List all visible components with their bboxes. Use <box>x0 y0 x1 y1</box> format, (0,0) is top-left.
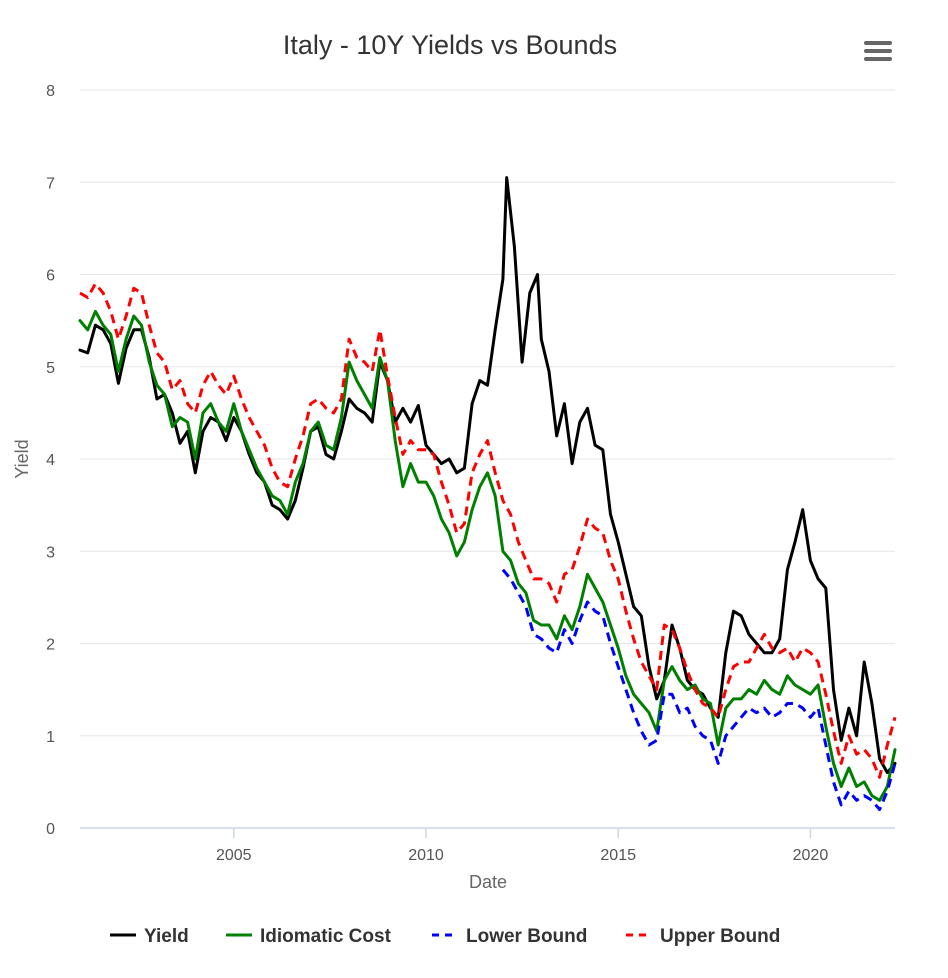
y-tick-label: 8 <box>46 83 55 100</box>
x-axis-title: Date <box>469 872 507 892</box>
legend-item-idiomatic-cost[interactable]: Idiomatic Cost <box>226 926 392 947</box>
y-tick-label: 1 <box>46 729 55 746</box>
series-lines <box>78 176 897 811</box>
y-tick-label: 7 <box>46 175 55 192</box>
series-line-idiomatic-cost[interactable] <box>78 309 897 802</box>
series-line-upper-bound[interactable] <box>79 282 897 779</box>
x-tick-label: 2020 <box>793 847 829 864</box>
chart-title: Italy - 10Y Yields vs Bounds <box>283 30 617 60</box>
y-tick-label: 4 <box>46 452 55 469</box>
legend-item-yield[interactable]: Yield <box>110 926 189 947</box>
x-tick-label: 2015 <box>600 847 636 864</box>
y-tick-label: 3 <box>46 544 55 561</box>
axes <box>80 827 895 838</box>
legend-label: Upper Bound <box>660 926 780 947</box>
y-axis-title: Yield <box>12 439 32 478</box>
legend: Yield Idiomatic Cost Lower Bound Upper Boun… <box>110 926 780 947</box>
legend-item-lower-bound[interactable]: Lower Bound <box>432 926 587 947</box>
y-tick-label: 0 <box>46 821 55 838</box>
y-tick-label: 6 <box>46 268 55 285</box>
y-tick-label: 5 <box>46 360 55 377</box>
legend-item-upper-bound[interactable]: Upper Bound <box>626 926 780 947</box>
chart-menu-button[interactable] <box>858 34 898 68</box>
x-tick-label: 2010 <box>408 847 444 864</box>
legend-label: Yield <box>144 926 189 947</box>
tick-labels: 0 1 2 3 4 5 6 7 8 2005 2010 2015 2020 <box>46 83 828 864</box>
legend-label: Idiomatic Cost <box>260 926 392 947</box>
y-tick-label: 2 <box>46 637 55 654</box>
gridlines <box>80 89 895 737</box>
x-tick-label: 2005 <box>216 847 252 864</box>
legend-label: Lower Bound <box>466 926 587 947</box>
hamburger-menu-icon <box>864 41 892 61</box>
